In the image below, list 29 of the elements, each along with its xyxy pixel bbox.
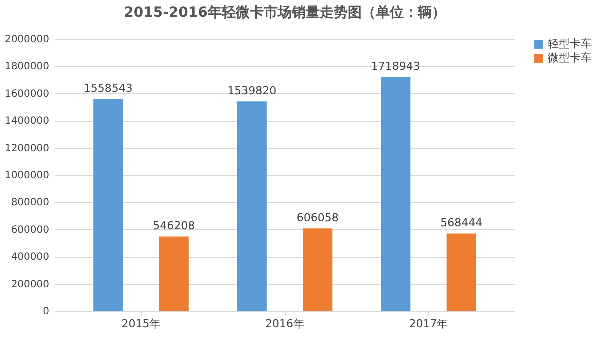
legend-label: 轻型卡车 <box>548 38 592 50</box>
y-tick-label: 2000000 <box>4 34 50 46</box>
x-tick-label: 2017年 <box>409 318 448 330</box>
data-label: 1558543 <box>84 82 133 96</box>
x-tick-label: 2016年 <box>266 318 304 330</box>
y-tick-label: 0 <box>43 306 50 318</box>
x-tick-label: 2015年 <box>122 318 161 330</box>
y-tick-label: 800000 <box>11 198 50 209</box>
bar <box>446 234 476 311</box>
legend-label: 微型卡车 <box>548 52 592 64</box>
y-tick-label: 1600000 <box>4 88 50 100</box>
y-tick-label: 1000000 <box>4 170 50 182</box>
data-label: 568444 <box>440 216 483 230</box>
y-tick-label: 1400000 <box>4 116 50 128</box>
y-tick-label: 200000 <box>11 279 50 290</box>
y-tick-label: 1800000 <box>4 62 50 73</box>
bar <box>237 102 267 311</box>
y-tick-label: 400000 <box>11 252 50 264</box>
data-label: 606058 <box>296 212 339 225</box>
data-label: 1718943 <box>371 60 420 74</box>
data-label: 1539820 <box>228 84 277 98</box>
y-tick-label: 600000 <box>11 224 50 236</box>
bar <box>381 77 411 311</box>
bar <box>94 99 124 311</box>
y-tick-label: 1200000 <box>4 143 50 154</box>
bar <box>303 228 333 311</box>
data-label: 546208 <box>153 220 196 233</box>
chart-title: 2015-2016年轻微卡市场销量走势图（单位：辆） <box>124 4 446 21</box>
bar <box>159 236 189 311</box>
